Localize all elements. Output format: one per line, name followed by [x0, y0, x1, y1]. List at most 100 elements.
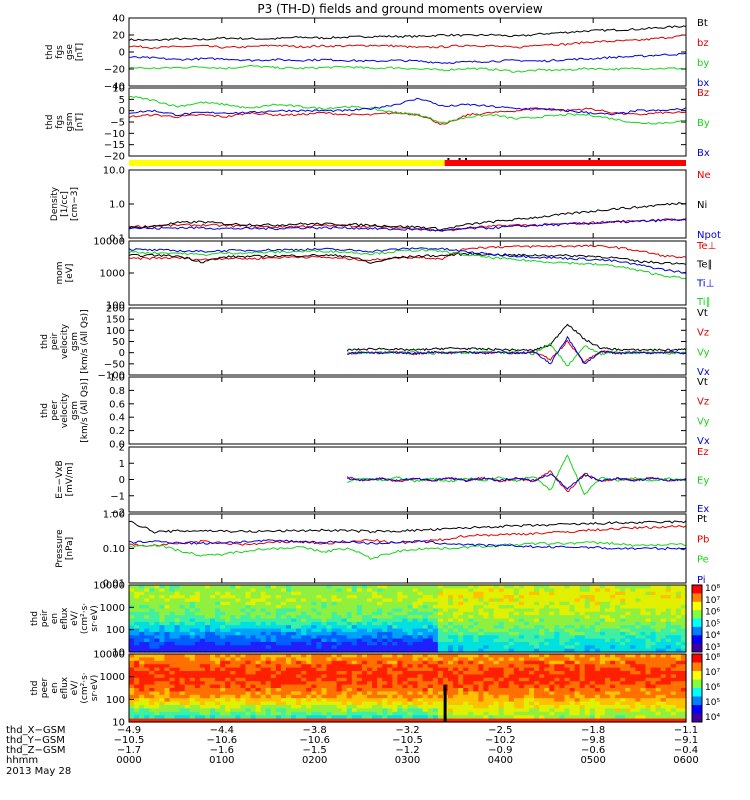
spectrogram-cell: [488, 654, 495, 658]
spectrogram-cell: [179, 715, 186, 720]
spectrogram-cell: [675, 705, 682, 709]
spectrogram-cell: [255, 621, 262, 626]
spectrogram-cell: [630, 705, 636, 709]
spectrogram-cell: [189, 667, 196, 672]
colorbar-tick-label: 10⁷: [705, 596, 720, 606]
spectrogram-cell: [280, 715, 287, 720]
spectrogram-cell: [458, 628, 464, 633]
spectrogram-cell: [463, 605, 469, 610]
spectrogram-cell: [311, 585, 317, 589]
spectrogram-cell: [498, 625, 505, 630]
spectrogram-cell: [625, 708, 631, 713]
spectrogram-cell: [417, 641, 424, 646]
spectrogram-cell: [139, 631, 145, 636]
spectrogram-cell: [660, 585, 667, 589]
spectrogram-cell: [326, 698, 333, 703]
spectrogram-cell: [670, 615, 677, 620]
spectrogram-cell: [372, 595, 378, 599]
spectrogram-cell: [523, 631, 530, 636]
spectrogram-cell: [149, 718, 155, 723]
spectrogram-cell: [230, 657, 236, 662]
spectrogram-cell: [144, 654, 150, 658]
spectrogram-cell: [417, 621, 424, 626]
spectrogram-cell: [407, 674, 414, 679]
spectrogram-cell: [513, 585, 520, 589]
ytick-label: −5: [110, 118, 125, 129]
spectrogram-cell: [397, 694, 404, 699]
spectrogram-cell: [189, 628, 196, 633]
spectrogram-cell: [478, 671, 485, 675]
spectrogram-cell: [432, 598, 439, 603]
spectrogram-cell: [351, 618, 358, 623]
spectrogram-cell: [275, 591, 282, 596]
spectrogram-cell: [412, 585, 419, 589]
spectrogram-cell: [139, 694, 145, 699]
spectrogram-cell: [559, 688, 566, 692]
spectrogram-cell: [513, 595, 520, 599]
spectrogram-cell: [280, 718, 287, 723]
spectrogram-cell: [260, 654, 267, 658]
spectrogram-cell: [210, 698, 216, 703]
spectrogram-cell: [645, 585, 652, 589]
spectrogram-cell: [437, 718, 444, 723]
spectrogram-cell: [255, 595, 262, 599]
spectrogram-cell: [554, 621, 561, 626]
spectrogram-cell: [442, 591, 449, 596]
spectrogram-cell: [331, 664, 338, 669]
spectrogram-cell: [194, 585, 201, 589]
spectrogram-cell: [316, 705, 323, 709]
spectrogram-cell: [478, 677, 485, 682]
spectrogram-cell: [311, 635, 317, 640]
spectrogram-cell: [250, 591, 257, 596]
spectrogram-cell: [589, 718, 596, 723]
spectrogram-cell: [139, 671, 145, 675]
spectrogram-cell: [139, 684, 145, 689]
spectrogram-cell: [306, 628, 312, 633]
spectrogram-cell: [539, 611, 545, 616]
spectrogram-cell: [665, 641, 672, 646]
spectrogram-cell: [680, 718, 687, 723]
spectrogram-cell: [174, 688, 181, 692]
spectrogram-cell: [599, 585, 606, 589]
spectrogram-cell: [660, 611, 667, 616]
spectrogram-cell: [488, 618, 495, 623]
spectrogram-cell: [245, 705, 252, 709]
spectrogram-cell: [184, 688, 191, 692]
spectrogram-cell: [179, 601, 186, 606]
spectrogram-cell: [382, 664, 388, 669]
spectrogram-cell: [220, 684, 226, 689]
spectrogram-cell: [453, 667, 459, 672]
spectrogram-cell: [483, 605, 490, 610]
spectrogram-cell: [417, 618, 424, 623]
spectrogram-cell: [361, 715, 368, 720]
spectrogram-cell: [427, 625, 434, 630]
spectrogram-cell: [670, 705, 677, 709]
spectrogram-cell: [442, 615, 449, 620]
spectrogram-cell: [164, 660, 171, 665]
spectrogram-cell: [513, 608, 520, 613]
spectrogram-cell: [291, 681, 297, 686]
spectrogram-cell: [275, 684, 282, 689]
spectrogram-cell: [564, 608, 571, 613]
spectrogram-cell: [604, 718, 611, 723]
spectrogram-cell: [544, 718, 550, 723]
spectrogram-cell: [306, 688, 312, 692]
spectrogram-cell: [169, 641, 176, 646]
spectrogram-cell: [599, 591, 606, 596]
spectrogram-cell: [523, 718, 530, 723]
spectrogram-cell: [559, 677, 566, 682]
spectrogram-cell: [508, 615, 515, 620]
spectrogram-cell: [291, 677, 297, 682]
ytick-label: −100: [98, 371, 125, 382]
spectrogram-cell: [650, 595, 657, 599]
spectrogram-cell: [523, 648, 530, 653]
spectrogram-cell: [260, 631, 267, 636]
spectrogram-cell: [387, 681, 393, 686]
spectrogram-cell: [508, 660, 515, 665]
spectrogram-cell: [559, 621, 566, 626]
ytick-label: 100: [106, 625, 125, 636]
spectrogram-cell: [235, 645, 241, 650]
spectrogram-cell: [331, 648, 338, 653]
spectrogram-cell: [554, 677, 561, 682]
state-bar-tick: [597, 158, 600, 160]
